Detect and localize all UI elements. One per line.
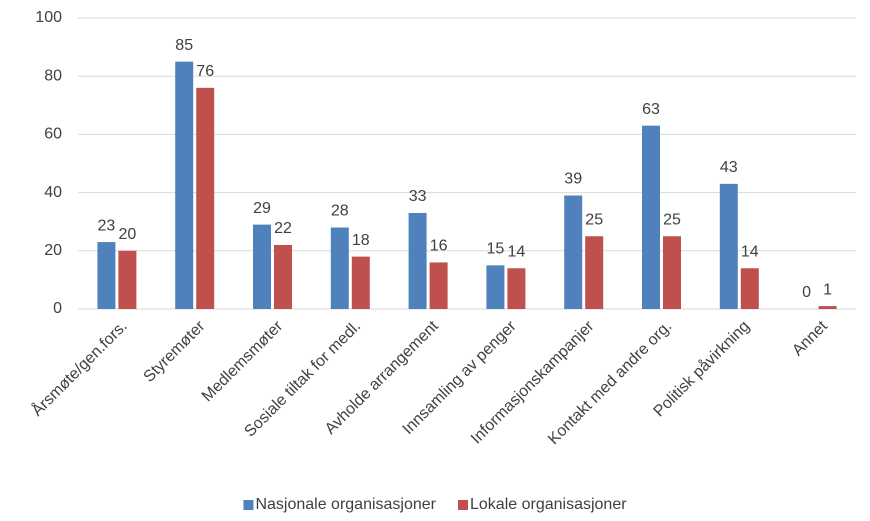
data-label: 39	[564, 171, 582, 188]
bar	[97, 242, 116, 309]
data-label: 85	[175, 37, 193, 54]
data-label: 25	[585, 211, 603, 228]
bar	[408, 212, 427, 309]
y-tick-label: 100	[35, 9, 62, 26]
y-tick-label: 40	[44, 184, 62, 201]
bar	[196, 87, 215, 309]
data-label: 43	[720, 159, 738, 176]
data-label: 29	[253, 200, 271, 217]
data-label: 63	[642, 101, 660, 118]
x-tick-label: Medlemsmøter	[199, 317, 287, 405]
bar	[486, 265, 505, 309]
bar	[330, 227, 349, 309]
x-tick-label: Annet	[789, 317, 831, 359]
bar	[740, 268, 759, 309]
bar	[507, 268, 526, 309]
data-label: 23	[98, 217, 116, 234]
data-label: 16	[430, 238, 448, 255]
bar	[719, 183, 738, 309]
bar	[175, 61, 194, 310]
legend-swatch	[243, 500, 254, 510]
bar	[274, 244, 292, 309]
data-label: 1	[823, 281, 832, 298]
data-label: 33	[409, 188, 427, 205]
data-label: 28	[331, 203, 349, 220]
x-tick-label: Styremøter	[141, 317, 209, 385]
bar	[118, 250, 137, 309]
legend-swatch	[458, 500, 469, 510]
bar	[253, 224, 271, 309]
data-label: 22	[274, 220, 292, 237]
data-label: 15	[487, 241, 505, 258]
legend-label: Nasjonale organisasjoner	[255, 496, 436, 513]
data-label: 20	[119, 226, 137, 243]
data-label: 18	[352, 232, 370, 249]
data-label: 0	[802, 284, 811, 301]
bar	[818, 306, 837, 309]
bar	[564, 195, 583, 309]
data-label: 25	[663, 211, 681, 228]
bar	[663, 236, 681, 309]
bar	[429, 262, 448, 309]
x-tick-label: Årsmøte/gen.fors.	[27, 316, 130, 419]
data-label: 76	[196, 63, 214, 80]
bar	[351, 256, 370, 309]
y-tick-label: 80	[44, 67, 62, 84]
data-label: 14	[741, 243, 759, 260]
legend-label: Lokale organisasjoner	[470, 496, 627, 513]
data-label: 14	[508, 243, 526, 260]
bar	[585, 236, 604, 309]
y-tick-label: 60	[44, 126, 62, 143]
bar	[642, 125, 660, 309]
y-tick-label: 20	[44, 242, 62, 259]
y-tick-label: 0	[53, 300, 62, 317]
